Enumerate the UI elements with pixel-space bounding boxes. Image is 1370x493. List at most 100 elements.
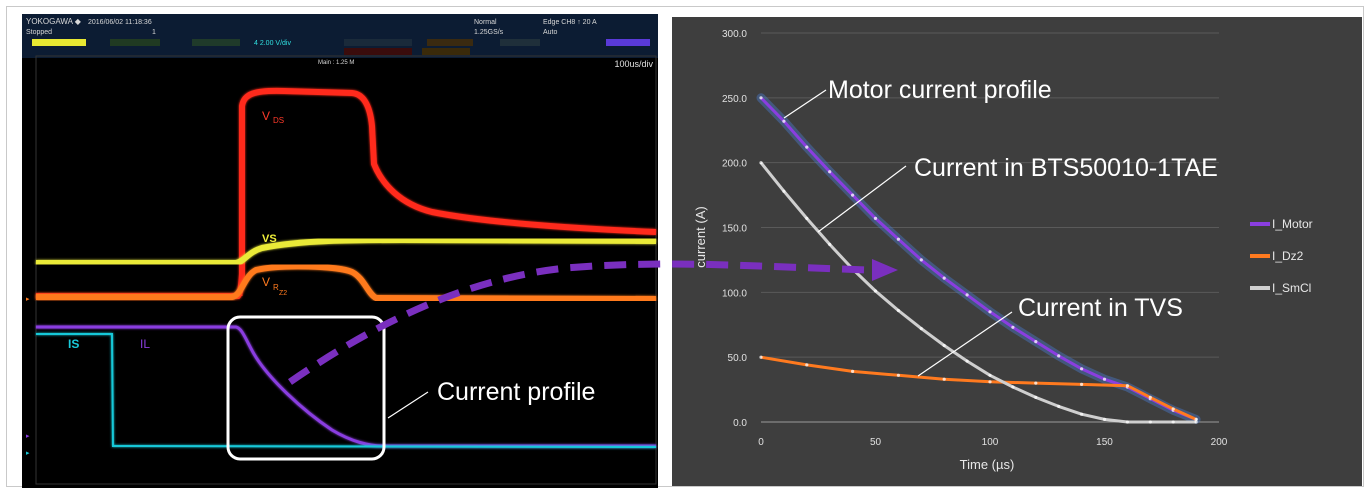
data-point-I_Motor	[873, 216, 878, 220]
data-point-I_SmCl	[873, 289, 878, 293]
ch8-chip	[606, 39, 650, 46]
data-point-I_Dz2	[988, 380, 992, 384]
ch-marker-purple: ▸	[26, 433, 30, 440]
legend-label-I_Motor: I_Motor	[1272, 217, 1313, 231]
scope-trigger: Edge CH8 ↑ 20 A	[543, 19, 597, 26]
scope-timebase: 100us/div	[614, 59, 653, 69]
ch4-setting: 4 2.00 V/div	[254, 40, 291, 47]
scope-main-length: Main : 1.25 M	[318, 60, 354, 66]
vds-label: V	[262, 109, 270, 123]
x-tick-label: 0	[758, 437, 764, 448]
scope-trigger-mode: Auto	[543, 29, 558, 36]
data-point-I_SmCl	[988, 373, 992, 377]
y-tick-label: 100.0	[722, 288, 747, 299]
ch7-chip	[500, 39, 540, 46]
scope-datetime: 2016/06/02 11:18:36	[88, 19, 152, 26]
oscilloscope-screenshot: YOKOGAWA ◆ 2016/06/02 11:18:36 Stopped 1…	[22, 14, 658, 488]
series-glow-I_Motor	[756, 93, 1201, 424]
legend: I_Motor I_Dz2 I_SmCl	[1250, 217, 1313, 295]
data-point-I_SmCl	[942, 343, 946, 348]
series-line-I_Motor	[759, 96, 1197, 421]
il-label: IL	[140, 337, 150, 351]
data-point-I_Dz2	[759, 355, 763, 359]
data-point-I_Dz2	[1080, 382, 1084, 386]
ch1-chip	[32, 39, 86, 46]
figure-frame	[6, 6, 1364, 487]
data-point-I_SmCl	[759, 161, 763, 165]
data-point-I_Motor	[1034, 340, 1038, 344]
ch3-chip	[192, 39, 240, 46]
vrz-trace	[36, 263, 657, 302]
current-chart-svg: 0.0 50.0 100.0 150.0 200.0 250.0 300.0 0 50 100 15…	[693, 29, 1313, 472]
data-point-I_Motor	[896, 237, 900, 241]
data-point-I_Motor	[988, 310, 992, 314]
data-point-I_SmCl	[1102, 417, 1107, 421]
y-tick-label: 50.0	[728, 353, 748, 364]
vrz-label: V	[262, 275, 270, 289]
y-axis-label: current (A)	[693, 206, 708, 267]
il-trace	[36, 325, 656, 448]
data-point-I_Motor	[919, 258, 923, 262]
data-point-I_Motor	[1102, 377, 1107, 381]
ch-marker-orange: ▸	[26, 296, 30, 303]
math-chip-1	[344, 48, 412, 55]
data-point-I_Dz2	[1125, 384, 1129, 388]
data-point-I_SmCl	[1034, 395, 1038, 399]
y-tick-label: 150.0	[722, 224, 747, 235]
data-point-I_Motor	[1057, 354, 1061, 358]
data-point-I_SmCl	[1171, 420, 1175, 424]
x-axis-label: Time (µs)	[960, 457, 1015, 472]
data-point-I_SmCl	[1148, 420, 1152, 424]
grid-lines	[761, 32, 1219, 423]
math-chip-2	[422, 48, 470, 55]
x-tick-label: 50	[870, 437, 882, 448]
x-tick-label: 200	[1211, 437, 1228, 448]
data-point-I_SmCl	[1125, 420, 1129, 424]
ch6-chip	[427, 39, 473, 46]
data-point-I_Motor	[828, 170, 832, 174]
vds-label-sub: DS	[273, 116, 284, 125]
scope-state: Stopped	[26, 29, 52, 36]
data-point-I_SmCl	[1194, 420, 1198, 424]
data-point-I_Motor	[805, 145, 809, 149]
vrz-label-subsub: Z2	[279, 290, 287, 297]
y-tick-label: 200.0	[722, 159, 747, 170]
data-point-I_SmCl	[1011, 385, 1015, 389]
data-point-I_SmCl	[1057, 404, 1061, 408]
ch2-chip	[110, 39, 160, 46]
data-point-I_Dz2	[1171, 407, 1175, 411]
scope-sample-rate: 1.25GS/s	[474, 29, 504, 36]
current-chart: 0.0 50.0 100.0 150.0 200.0 250.0 300.0 0 50 100 15…	[672, 17, 1362, 486]
data-point-I_Dz2	[805, 363, 809, 367]
data-point-I_SmCl	[919, 327, 923, 331]
data-point-I_SmCl	[805, 216, 809, 220]
data-point-I_Dz2	[896, 373, 900, 377]
scope-brand: YOKOGAWA ◆	[26, 17, 82, 26]
data-point-I_Dz2	[942, 377, 946, 381]
data-point-I_SmCl	[828, 242, 832, 246]
data-point-I_SmCl	[851, 267, 855, 271]
is-trace	[36, 333, 657, 448]
data-point-I_Motor	[851, 193, 855, 197]
legend-label-I_SmCl: I_SmCl	[1272, 281, 1311, 295]
x-tick-label: 150	[1096, 437, 1113, 448]
data-point-I_Motor	[782, 119, 786, 123]
oscilloscope-display: YOKOGAWA ◆ 2016/06/02 11:18:36 Stopped 1…	[22, 14, 658, 485]
y-tick-label: 0.0	[733, 418, 747, 429]
data-point-I_Motor	[965, 293, 969, 297]
y-tick-label: 250.0	[722, 94, 747, 105]
axes: 0.0 50.0 100.0 150.0 200.0 250.0 300.0 0 50 100 15…	[722, 29, 1228, 448]
data-point-I_Dz2	[851, 369, 855, 373]
data-point-I_Dz2	[1034, 381, 1038, 385]
scope-header	[22, 14, 658, 58]
data-point-I_Dz2	[1148, 395, 1152, 399]
data-point-I_Motor	[1080, 367, 1084, 371]
ch-marker-cyan: ▸	[26, 450, 30, 457]
y-tick-label: 300.0	[722, 29, 747, 40]
vs-label: VS	[262, 233, 277, 245]
ch5-chip	[344, 39, 412, 46]
data-point-I_SmCl	[782, 189, 786, 193]
data-point-I_Dz2	[1194, 417, 1198, 421]
is-label: IS	[68, 337, 79, 351]
data-point-I_SmCl	[965, 359, 969, 363]
